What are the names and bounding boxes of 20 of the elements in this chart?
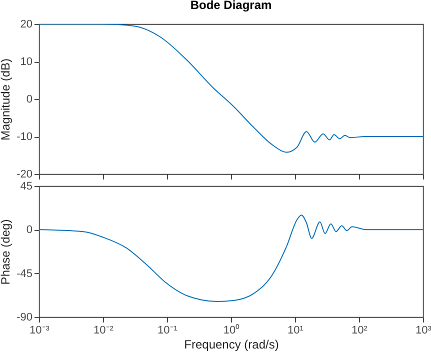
x-tick-label: 10⁻¹	[158, 324, 178, 336]
y-tick-label: 45	[20, 180, 32, 192]
x-tick-label: 10⁰	[223, 324, 240, 336]
x-tick-label: 10²	[352, 324, 368, 336]
y-tick-label: -90	[16, 312, 32, 324]
y-tick-label: 20	[20, 18, 32, 30]
y-tick-label: 0	[26, 94, 32, 106]
y-axis-title: Magnitude (dB)	[0, 58, 13, 141]
x-tick-label: 10¹	[288, 324, 304, 336]
y-tick-label: -45	[16, 268, 32, 280]
x-tick-label: 10⁻²	[94, 324, 114, 336]
y-tick-label: 10	[20, 56, 32, 68]
x-tick-label: 10⁻³	[30, 324, 50, 336]
x-tick-label: 10³	[416, 324, 431, 336]
x-axis-title: Frequency (rad/s)	[184, 338, 279, 352]
y-tick-label: -10	[16, 131, 32, 143]
chart-title: Bode Diagram	[190, 0, 272, 12]
y-tick-label: 0	[26, 224, 32, 236]
y-axis-title: Phase (deg)	[0, 219, 13, 285]
y-tick-label: -20	[16, 168, 32, 180]
